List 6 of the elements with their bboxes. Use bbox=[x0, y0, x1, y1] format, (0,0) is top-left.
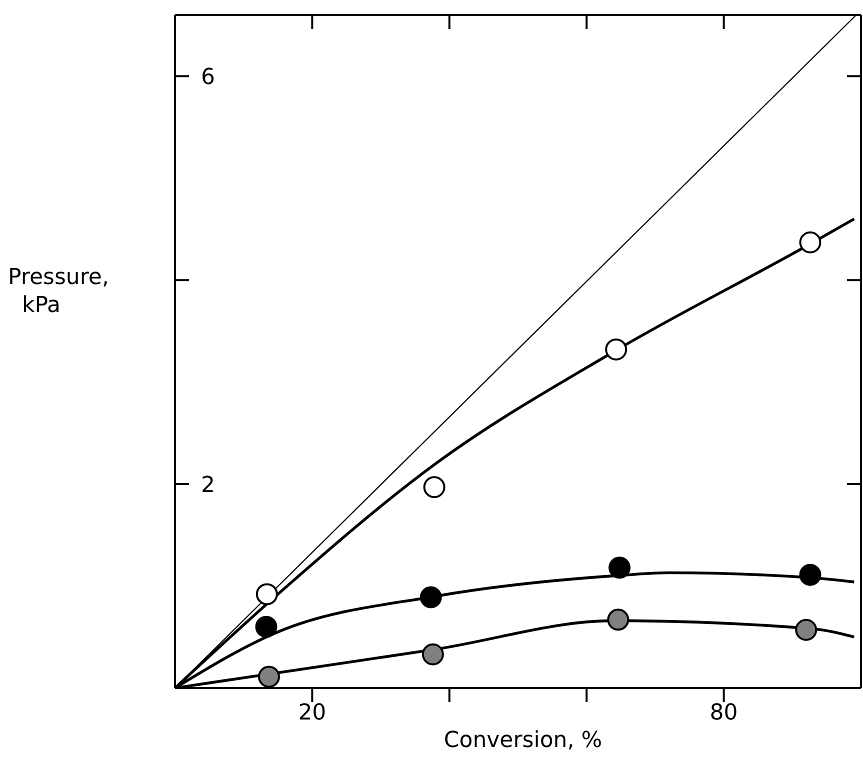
y-tick-label: 6 bbox=[201, 64, 215, 90]
y-tick-label: 2 bbox=[201, 472, 215, 498]
x-tick-label: 80 bbox=[710, 700, 738, 726]
x-axis-title: Conversion, % bbox=[442, 728, 604, 753]
y-axis-title: Pressure, kPa bbox=[8, 264, 109, 320]
x-tick-label: 20 bbox=[298, 700, 326, 726]
